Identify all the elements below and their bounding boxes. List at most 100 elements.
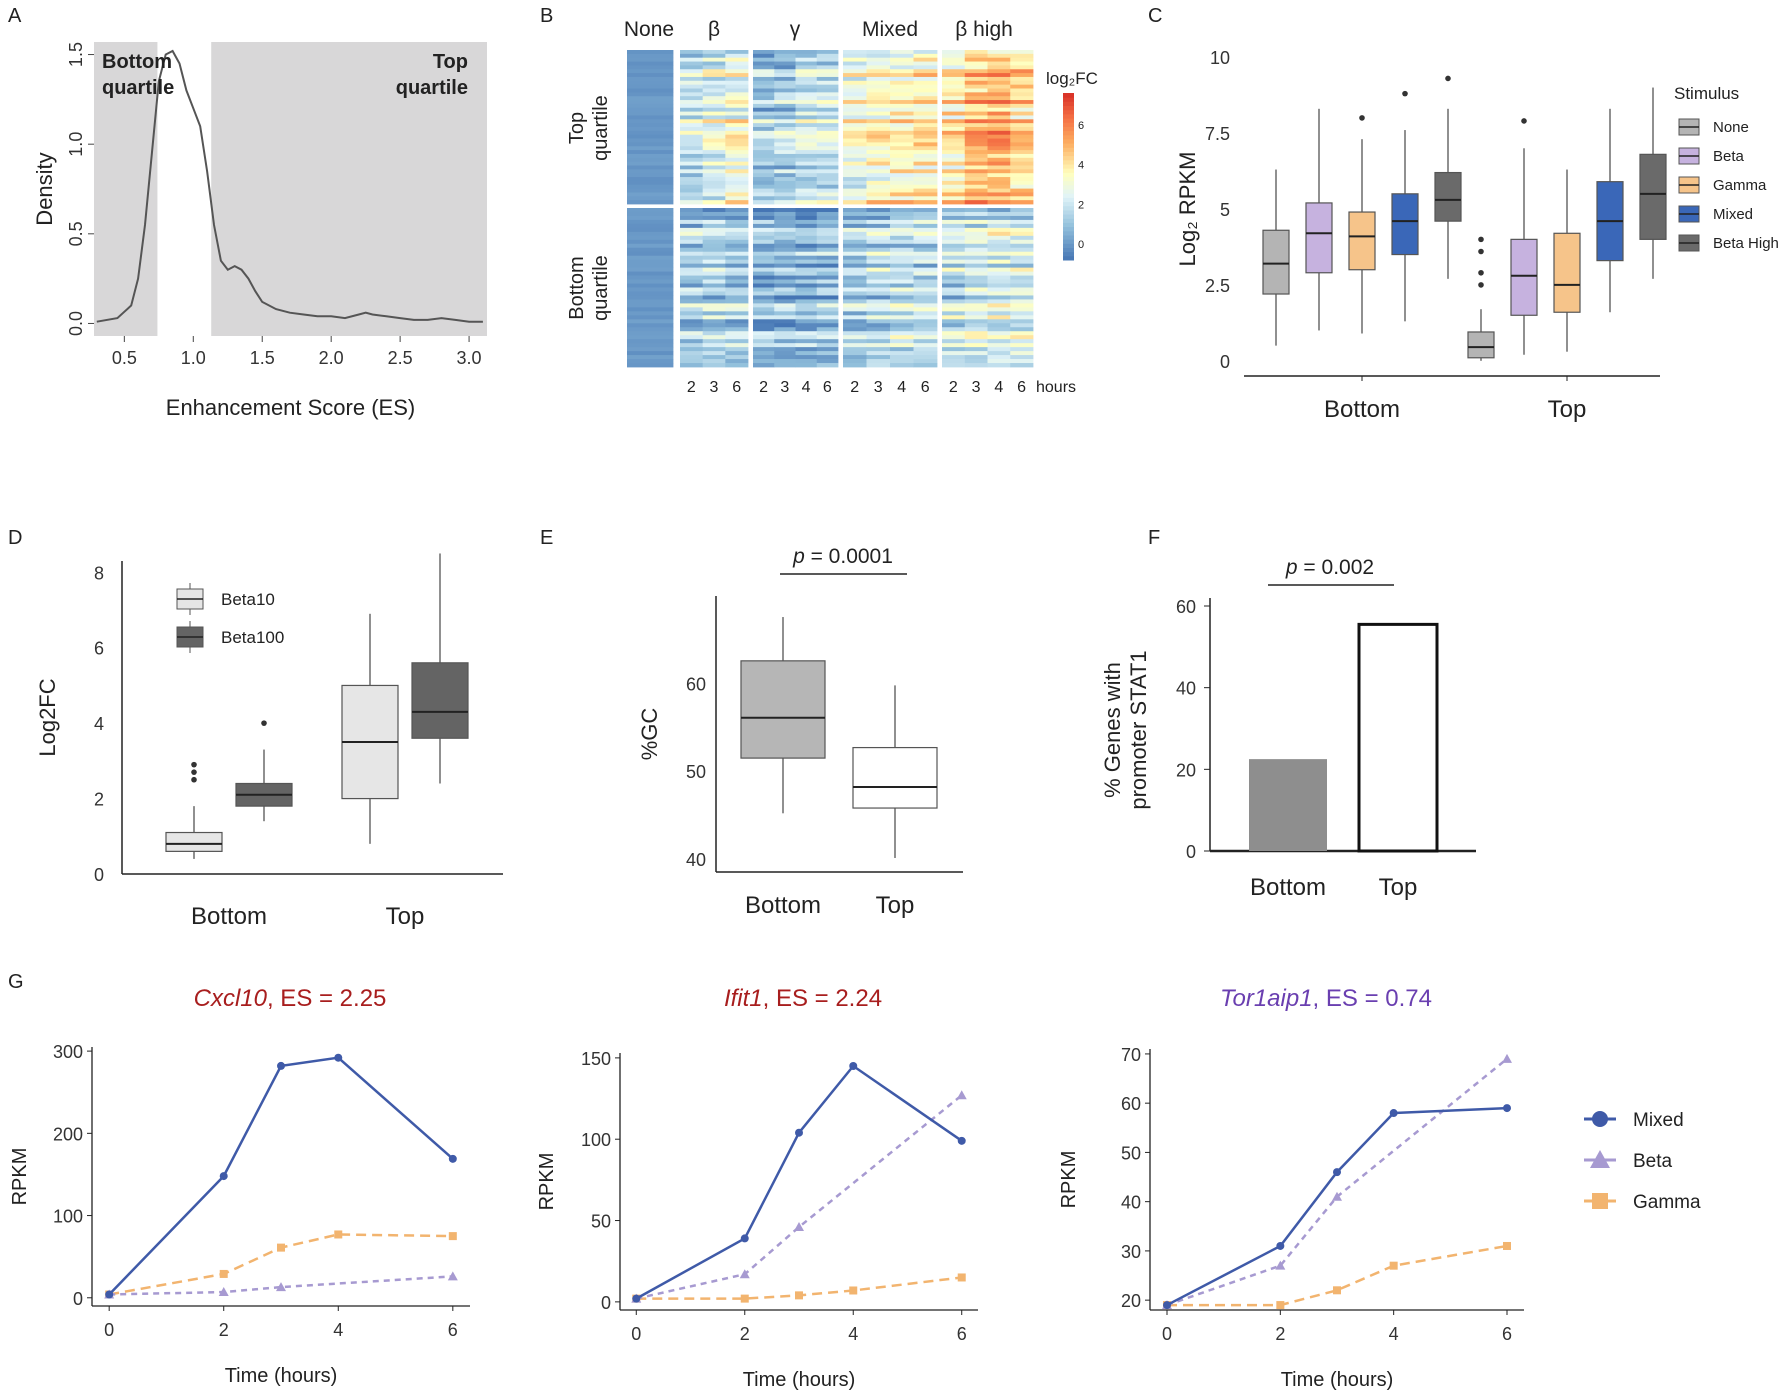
heat-cell: [725, 180, 749, 186]
heat-cell: [1010, 211, 1034, 217]
heat-cell: [1010, 192, 1034, 197]
heat-cell: [795, 119, 818, 124]
colorbar-tick-label: 4: [1078, 160, 1084, 172]
heat-cell: [942, 188, 966, 193]
heat-cell: [725, 196, 749, 201]
heat-cell: [942, 219, 966, 225]
heat-cell: [702, 287, 726, 292]
colorbar-step: [1063, 218, 1074, 223]
box-mixed-bottom-box: [1391, 193, 1419, 256]
heat-cell: [627, 92, 674, 97]
heat-cell: [753, 115, 775, 120]
heat-cell: [1010, 57, 1034, 62]
heat-cell: [843, 153, 867, 159]
heat-cell: [890, 138, 914, 143]
heat-cell: [843, 92, 867, 97]
heat-cell: [795, 283, 818, 288]
heat-cell: [942, 295, 966, 300]
heat-cell: [795, 161, 818, 166]
heat-cell: [753, 130, 775, 136]
x-tick-label: 4: [848, 1324, 858, 1344]
heat-cell: [843, 355, 867, 360]
y-axis-title: %GC: [637, 708, 662, 761]
heat-cell: [843, 69, 867, 74]
heat-cell: [816, 343, 839, 348]
heat-cell: [964, 50, 988, 55]
heat-cell: [942, 115, 966, 120]
colorbar-tick-label: 2: [1078, 199, 1084, 211]
heat-cell: [795, 169, 818, 174]
heat-cell: [1010, 107, 1034, 112]
heat-cell: [964, 123, 988, 128]
x-tick-label: 1.0: [181, 348, 206, 368]
heat-cell: [964, 88, 988, 93]
heat-cell: [987, 208, 1011, 213]
heat-cell: [774, 311, 796, 316]
heat-cell: [627, 161, 674, 166]
heat-cell: [725, 80, 749, 86]
heat-cell: [890, 80, 914, 86]
heat-cell: [987, 267, 1011, 272]
heat-cell: [627, 275, 674, 280]
heat-cell: [866, 295, 891, 300]
heat-cell: [725, 319, 749, 324]
heat-cell: [913, 223, 938, 229]
heat-cell: [964, 165, 988, 170]
heat-cell: [913, 88, 938, 93]
heat-cell: [1010, 180, 1034, 186]
heat-cell: [942, 283, 966, 288]
hour-label: 3: [874, 379, 883, 396]
heat-cell: [816, 127, 839, 132]
heat-cell: [702, 180, 726, 186]
heat-cell: [913, 239, 938, 245]
hour-label: 2: [850, 379, 859, 396]
heat-cell: [890, 339, 914, 344]
heat-cell: [627, 339, 674, 344]
heat-cell: [964, 311, 988, 316]
heat-cell: [890, 200, 914, 205]
heat-cell: [753, 331, 775, 336]
heat-cell: [753, 283, 775, 288]
heat-cell: [627, 111, 674, 116]
heat-cell: [702, 127, 726, 132]
heat-cell: [942, 153, 966, 159]
heat-cell: [890, 223, 914, 229]
panel-letter: E: [540, 527, 553, 549]
heat-cell: [702, 130, 726, 136]
heat-cell: [702, 219, 726, 225]
heat-cell: [795, 130, 818, 136]
y-tick-label: 60: [1176, 597, 1196, 617]
heat-cell: [1010, 355, 1034, 360]
heat-cell: [627, 271, 674, 276]
heat-cell: [1010, 53, 1034, 59]
heat-cell: [774, 259, 796, 265]
heat-cell: [890, 69, 914, 74]
colorbar-step: [1063, 101, 1074, 107]
heat-cell: [627, 287, 674, 292]
y-tick-label: 0: [94, 865, 104, 885]
heat-cell: [753, 235, 775, 241]
heat-cell: [866, 73, 891, 78]
heat-cell: [753, 88, 775, 93]
hour-label: 2: [687, 379, 696, 396]
heat-cell: [702, 359, 726, 364]
heat-cell: [1010, 351, 1034, 356]
point-mixed: [1163, 1301, 1171, 1310]
heat-cell: [964, 219, 988, 225]
legend-item: Mixed: [1584, 1110, 1684, 1131]
heat-cell: [795, 255, 818, 261]
heat-cell: [816, 339, 839, 344]
heat-cell: [795, 259, 818, 265]
heat-cell: [843, 146, 867, 151]
heat-cell: [702, 295, 726, 300]
heat-cell: [866, 247, 891, 253]
heat-cell: [795, 111, 818, 116]
x-tick-label: 2: [740, 1324, 750, 1344]
heat-cell: [890, 84, 914, 89]
heat-cell: [866, 311, 891, 316]
colorbar-step: [1063, 122, 1074, 127]
heat-cell: [627, 335, 674, 340]
heat-cell: [753, 299, 775, 304]
y-tick-label: 200: [53, 1124, 83, 1144]
heat-cell: [795, 138, 818, 143]
